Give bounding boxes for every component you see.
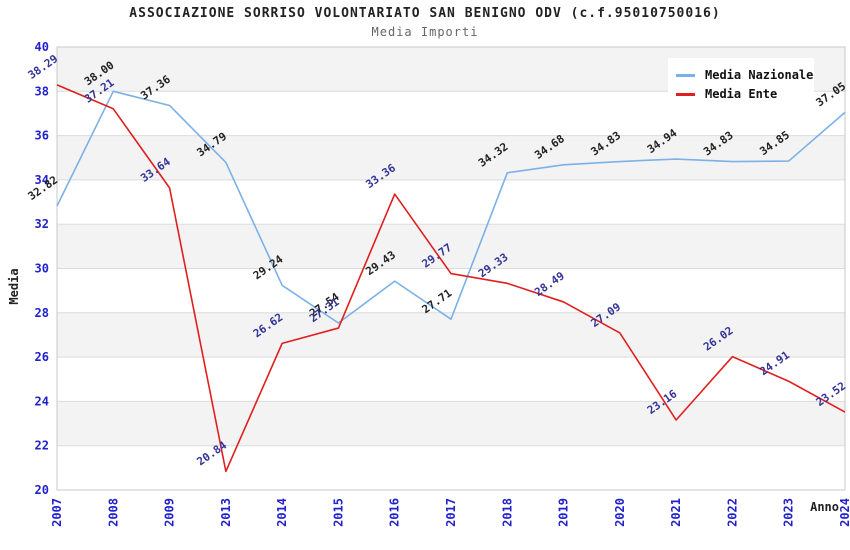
plot-band [57,135,845,180]
x-tick-label: 2016 [388,498,402,527]
legend-swatch-media-ente-icon [676,92,695,96]
plot-border [56,46,846,491]
y-tick-label: 32 [35,217,49,231]
x-tick-label: 2024 [838,498,850,527]
x-tick-label: 2022 [725,498,739,527]
x-tick-label: 2015 [331,498,345,527]
x-tick-label: 2017 [444,498,458,527]
plot-band [57,179,845,225]
plot-band [57,312,845,358]
plot-band [57,445,845,490]
x-tick-label: 2009 [163,498,177,527]
legend-label-media-nazionale: Media Nazionale [705,68,814,82]
legend-box: Media Nazionale Media Ente [668,58,814,113]
y-tick-label: 34 [35,173,49,187]
y-tick-label: 20 [35,483,49,497]
legend-swatch-media-nazionale-icon [676,73,695,77]
plot-band [57,357,845,402]
x-tick-label: 2021 [669,498,683,527]
y-tick-label: 26 [35,350,49,364]
x-tick-label: 2018 [500,498,514,527]
series-line-media-nazionale [56,90,846,324]
x-tick-label: 2023 [782,498,796,527]
x-tick-label: 2020 [613,498,627,527]
y-tick-label: 22 [35,439,49,453]
y-axis-title: Media [7,268,21,304]
y-tick-label: 30 [35,262,49,276]
x-tick-label: 2013 [219,498,233,527]
legend-item-media-nazionale: Media Nazionale [676,68,813,82]
data-label: 38.29 [26,52,61,82]
x-tick-label: 2007 [50,498,64,527]
x-tick-label: 2014 [275,498,289,527]
chart-subtitle: Media Importi [371,25,479,39]
y-tick-label: 24 [35,394,49,408]
series-line-media-ente [56,84,846,473]
plot-band [57,268,845,313]
plot-band [57,401,845,446]
x-axis-title: Anno [810,500,839,514]
y-tick-label: 40 [35,40,49,54]
y-tick-label: 38 [35,84,49,98]
x-tick-label: 2019 [557,498,571,527]
legend-label-media-ente: Media Ente [705,87,778,101]
y-tick-label: 36 [35,129,49,143]
legend-item-media-ente: Media Ente [676,87,806,101]
x-tick-label: 2008 [106,498,120,527]
y-tick-label: 28 [35,306,49,320]
plot-band [57,224,845,269]
chart-title: ASSOCIAZIONE SORRISO VOLONTARIATO SAN BE… [129,6,721,21]
